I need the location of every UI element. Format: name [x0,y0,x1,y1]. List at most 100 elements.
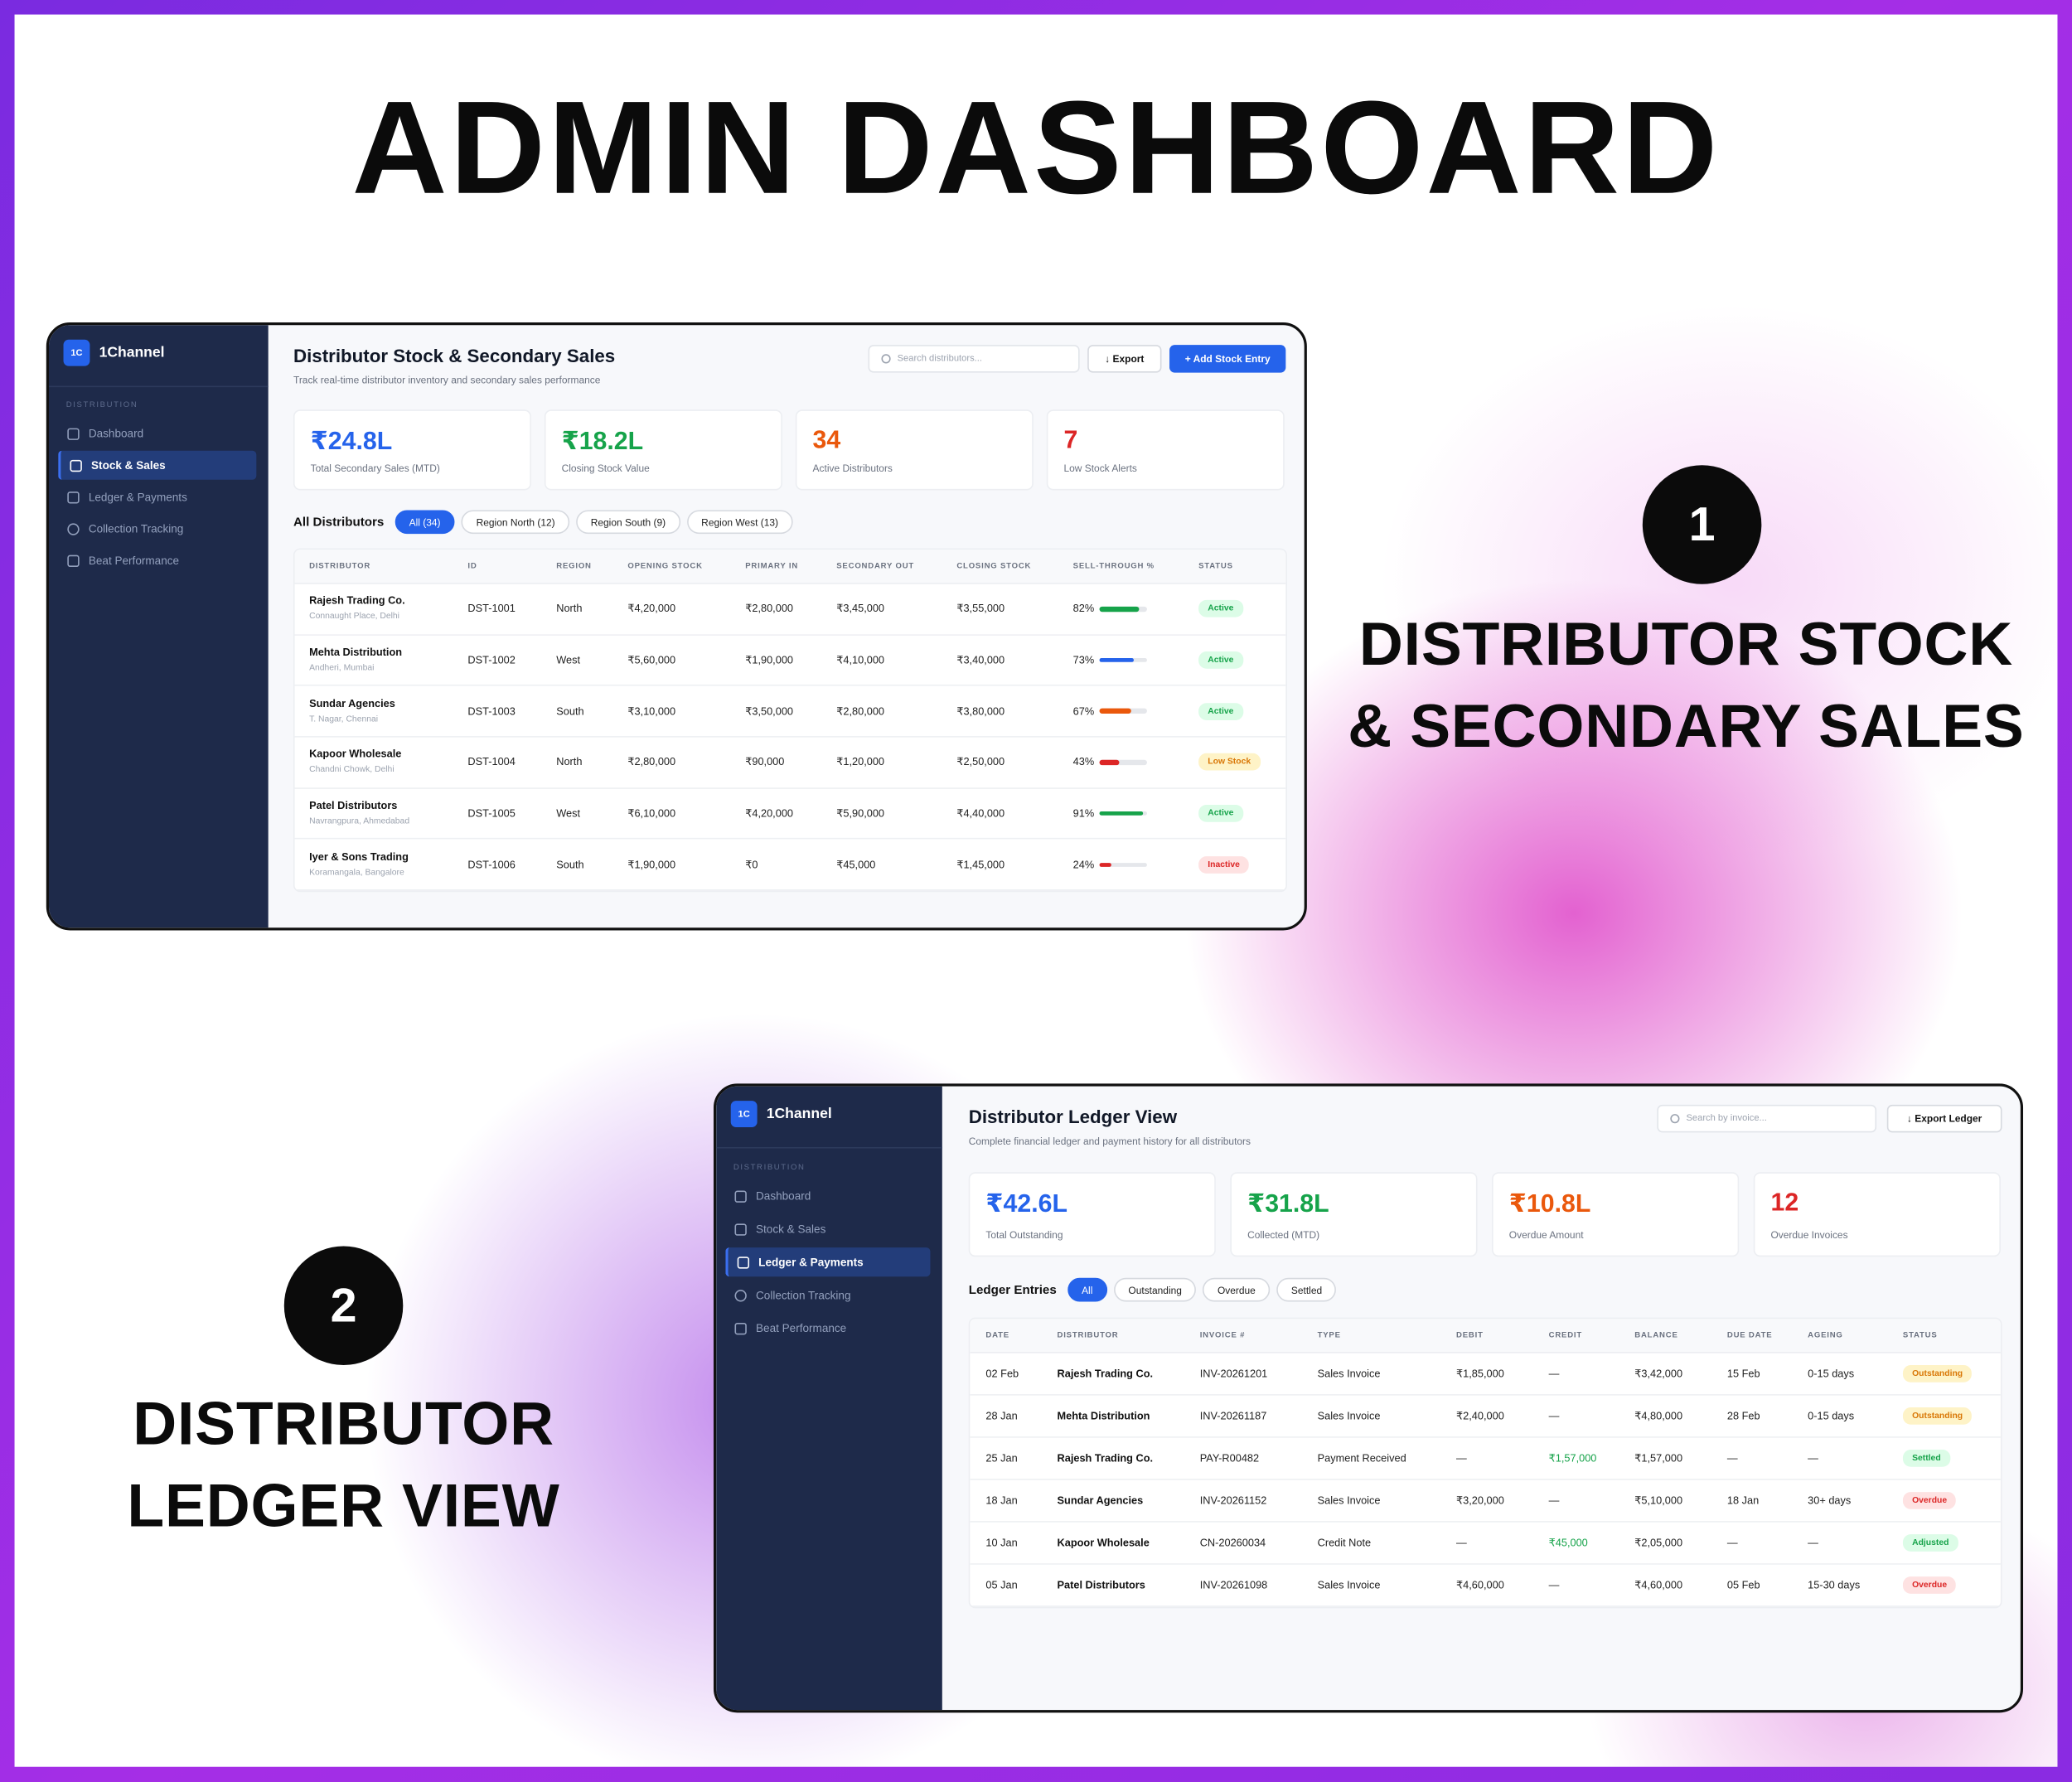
sidebar-item-dashboard[interactable]: Dashboard [725,1181,930,1210]
search-input[interactable]: Search distributors... [868,345,1080,373]
kpi-value: 34 [812,426,841,455]
primary-cell: ₹90,000 [745,756,785,768]
section-label-line: LEDGER VIEW [127,1470,560,1540]
primary-cell: ₹2,80,000 [745,603,794,615]
sell-through-fill [1099,606,1139,612]
type-cell: Credit Note [1317,1537,1372,1549]
table-row[interactable]: 05 Jan Patel Distributors INV-20261098 Sale… [970,1565,2001,1607]
kpi-label: Total Secondary Sales (MTD) [310,462,440,475]
data-table: DISTRIBUTOR ID REGION OPENING STOCK PRIMARY … [293,548,1287,893]
type-cell: Sales Invoice [1317,1410,1381,1422]
sidebar-item-label: Beat Performance [88,554,180,567]
distributor-location: T. Nagar, Chennai [309,714,379,724]
filter-bar: All Distributors All (34) Region North (12… [293,510,793,535]
table-row[interactable]: Iyer & Sons Trading Koramangala, Bangalor… [294,840,1286,891]
sidebar-item-stock-sales[interactable]: Stock & Sales [58,450,257,480]
sidebar-item-beat-performance[interactable]: Beat Performance [58,545,256,574]
secondary-cell: ₹5,90,000 [836,807,885,820]
table-row[interactable]: Kapoor Wholesale Chandni Chowk, Delhi DST-… [294,738,1286,789]
sidebar-item-beat-performance[interactable]: Beat Performance [725,1314,930,1343]
kpi-value: 12 [1770,1189,1799,1218]
column-header: ID [467,563,477,571]
id-cell: DST-1005 [467,807,516,820]
sell-through-bar [1099,606,1147,612]
kpi-label: Overdue Invoices [1770,1228,1848,1242]
brand-name: 1Channel [766,1106,832,1122]
table-row[interactable]: Rajesh Trading Co. Connaught Place, Delhi… [294,584,1286,636]
kpi-card: 34 Active Distributors [795,409,1034,491]
sell-through-percent: 67% [1072,705,1095,718]
status-badge: Inactive [1198,855,1250,874]
add-stock-entry-button[interactable]: + Add Stock Entry [1169,345,1286,373]
sell-through-bar [1099,760,1147,765]
sidebar: 1C 1Channel DISTRIBUTION Dashboard Stock & S… [48,325,269,928]
filter-chip[interactable]: All (34) [395,510,456,535]
opening-cell: ₹6,10,000 [627,807,676,820]
sidebar-item-stock-sales[interactable]: Stock & Sales [725,1214,930,1243]
kpi-label: Low Stock Alerts [1063,462,1137,475]
status-badge: Settled [1902,1450,1950,1467]
sidebar-item-label: Dashboard [88,426,144,440]
invoice-cell: INV-20261098 [1199,1579,1268,1591]
table-row[interactable]: Patel Distributors Navrangpura, Ahmedabad… [294,788,1286,840]
ageing-cell: 0-15 days [1808,1368,1855,1380]
secondary-cell: ₹1,20,000 [836,756,885,768]
distributor-name: Rajesh Trading Co. [309,595,405,608]
filter-chip[interactable]: Outstanding [1113,1277,1197,1302]
closing-cell: ₹4,40,000 [956,807,1005,820]
sidebar-item-ledger-payments[interactable]: Ledger & Payments [725,1247,931,1277]
table-row[interactable]: Mehta Distribution Andheri, Mumbai DST-100… [294,635,1286,687]
table-row[interactable]: 10 Jan Kapoor Wholesale CN-20260034 Credit … [970,1523,2001,1565]
sell-through-fill [1099,862,1111,867]
debit-cell: — [1456,1452,1467,1465]
box-icon [734,1223,747,1235]
export-button[interactable]: ↓ Export Ledger [1886,1104,2002,1133]
table-row[interactable]: 28 Jan Mehta Distribution INV-20261187 Sale… [970,1396,2001,1438]
filter-chip[interactable]: Region North (12) [462,510,570,535]
stock-sales-panel: 1C 1Channel DISTRIBUTION Dashboard Stock & S… [46,322,1307,931]
ageing-cell: — [1808,1537,1818,1549]
table-row[interactable]: 25 Jan Rajesh Trading Co. PAY-R00482 Paymen… [970,1438,2001,1480]
filter-chip[interactable]: Settled [1276,1277,1337,1302]
distributor-name: Sundar Agencies [309,697,395,709]
filter-chip[interactable]: Overdue [1203,1277,1271,1302]
filter-chip[interactable]: Region West (13) [686,510,793,535]
export-button[interactable]: ↓ Export [1087,345,1162,373]
sell-through-percent: 43% [1072,756,1095,768]
id-cell: DST-1002 [467,654,516,666]
sidebar-item-label: Beat Performance [755,1321,847,1335]
sidebar-item-dashboard[interactable]: Dashboard [58,419,256,448]
table-row[interactable]: 18 Jan Sundar Agencies INV-20261152 Sales I… [970,1480,2001,1523]
closing-cell: ₹3,40,000 [956,654,1005,666]
filter-chip[interactable]: All [1067,1277,1107,1302]
type-cell: Payment Received [1317,1452,1406,1465]
secondary-cell: ₹45,000 [836,859,876,871]
secondary-cell: ₹2,80,000 [836,705,885,718]
brand-name: 1Channel [99,345,165,361]
table-row[interactable]: Sundar Agencies T. Nagar, Chennai DST-1003… [294,686,1286,738]
sidebar-item-collection-tracking[interactable]: Collection Tracking [58,514,256,543]
sidebar-item-label: Ledger & Payments [758,1255,864,1269]
sidebar-item-ledger-payments[interactable]: Ledger & Payments [58,482,256,511]
poster-canvas: ADMIN DASHBOARD 1 DISTRIBUTOR STOCK & SE… [14,14,2058,1767]
sell-through-fill [1099,657,1135,663]
kpi-label: Closing Stock Value [561,462,650,475]
date-cell: 18 Jan [985,1494,1018,1507]
sidebar-item-collection-tracking[interactable]: Collection Tracking [725,1281,930,1310]
id-cell: DST-1001 [467,603,516,615]
clipboard-icon [67,491,80,503]
region-cell: South [556,705,584,718]
search-input[interactable]: Search by invoice... [1657,1104,1877,1133]
balance-cell: ₹5,10,000 [1634,1494,1683,1507]
invoice-cell: INV-20261152 [1199,1494,1267,1507]
sell-through: 91% [1073,807,1147,820]
column-header: CREDIT [1548,1332,1583,1340]
table-row[interactable]: 02 Feb Rajesh Trading Co. INV-20261201 Sale… [970,1353,2001,1396]
filter-chip[interactable]: Region South (9) [576,510,680,535]
date-cell: 25 Jan [985,1452,1018,1465]
status-badge: Outstanding [1902,1407,1973,1425]
due-cell: 18 Jan [1726,1494,1760,1507]
credit-cell: — [1548,1410,1560,1422]
distributor-cell: Patel Distributors [1057,1579,1145,1591]
sell-through-percent: 73% [1072,654,1095,666]
